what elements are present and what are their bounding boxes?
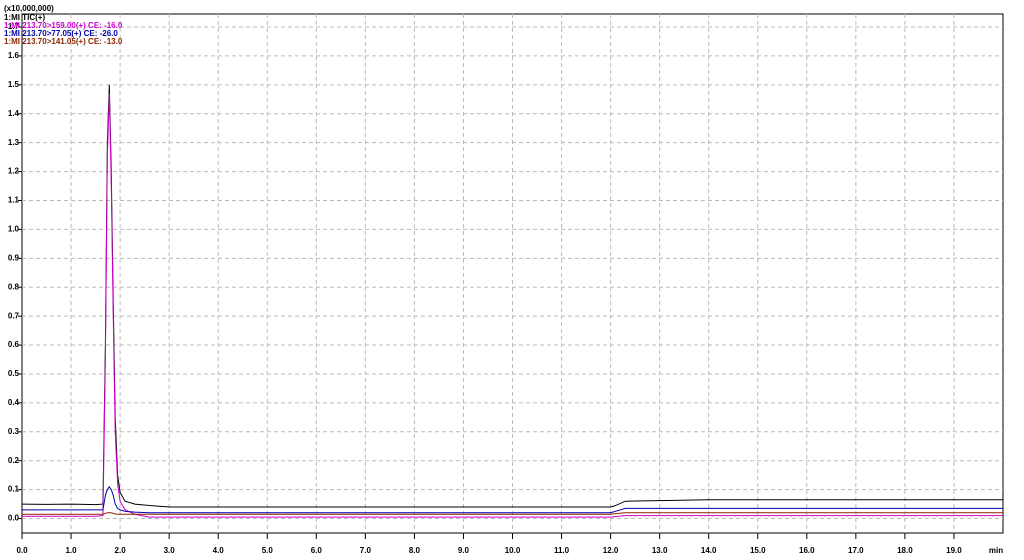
x-axis-label: min [989,546,1003,555]
y-tick-label: 1.6 [8,51,20,60]
x-tick-label: 17.0 [848,546,864,555]
x-tick-label: 13.0 [652,546,668,555]
x-tick-label: 8.0 [409,546,421,555]
x-tick-label: 18.0 [897,546,913,555]
x-tick-label: 12.0 [603,546,619,555]
x-tick-label: 3.0 [164,546,176,555]
x-tick-label: 0.0 [16,546,28,555]
y-tick-label: 0.6 [8,340,20,349]
y-tick-label: 0.7 [8,311,20,320]
y-tick-label: 1.0 [8,225,20,234]
y-tick-label: 0.0 [8,514,20,523]
x-tick-label: 15.0 [750,546,766,555]
series-line [22,485,1003,514]
x-tick-label: 11.0 [554,546,570,555]
series-line [22,512,1003,515]
legend-entry: 1:MI TIC(+) [4,13,45,22]
x-tick-label: 7.0 [360,546,372,555]
y-tick-label: 1.4 [8,109,20,118]
legend-entry: 1:MI 213.70>159.00(+) CE: -16.0 [4,21,123,30]
x-tick-label: 6.0 [311,546,323,555]
y-tick-label: 1.5 [8,80,20,89]
legend-entry: 1:MI 213.70>141.05(+) CE: -13.0 [4,37,123,46]
y-tick-label: 0.5 [8,369,20,378]
y-tick-label: 1.2 [8,167,20,176]
y-tick-label: 1.1 [8,196,20,205]
y-tick-label: 0.8 [8,282,20,291]
y-tick-label: 0.9 [8,253,20,262]
y-tick-label: 1.3 [8,138,20,147]
y-tick-label: 1.7 [8,22,20,31]
x-tick-label: 1.0 [65,546,77,555]
x-tick-label: 16.0 [799,546,815,555]
legend-entry: 1:MI 213.70>77.05(+) CE: -26.0 [4,29,118,38]
x-tick-label: 19.0 [946,546,962,555]
y-unit-label: (x10,000,000) [4,4,54,13]
x-tick-label: 4.0 [213,546,225,555]
y-tick-label: 0.3 [8,427,20,436]
y-tick-label: 0.2 [8,456,20,465]
y-tick-label: 0.4 [8,398,20,407]
x-tick-label: 14.0 [701,546,717,555]
x-tick-label: 2.0 [115,546,127,555]
x-tick-label: 5.0 [262,546,274,555]
y-tick-label: 0.1 [8,485,20,494]
x-tick-label: 10.0 [505,546,521,555]
x-tick-label: 9.0 [458,546,470,555]
